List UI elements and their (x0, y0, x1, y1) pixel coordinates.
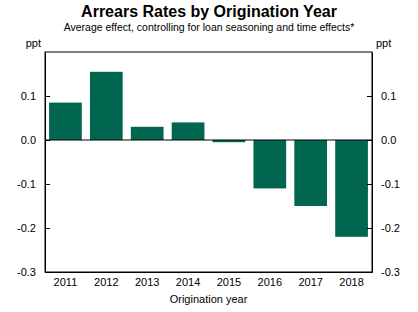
tick-mark (367, 184, 372, 185)
zero-line (45, 140, 372, 141)
tick-label: 2011 (54, 276, 78, 288)
tick: 2011 (54, 272, 78, 288)
tick: 2018 (339, 272, 363, 288)
tick: 2017 (298, 272, 322, 288)
tick-mark (45, 228, 50, 229)
tick-mark (367, 96, 372, 97)
x-label: Origination year (170, 293, 248, 305)
bars (49, 72, 368, 237)
frame (45, 52, 372, 272)
tick: 2015 (217, 272, 241, 288)
tick-label: -0.1 (17, 178, 36, 190)
tick-label: -0.3 (17, 266, 36, 278)
tick-label: -0.1 (381, 178, 400, 190)
tick-mark (367, 140, 372, 141)
y2-label: ppt (376, 37, 391, 49)
plot: 0.1 0.0 -0.1 -0.2 -0.3 0.1 0.0 -0.1 -0.2 -0.3 2011… (17, 52, 400, 288)
bar (90, 72, 123, 140)
subtitle: Average effect, controlling for loan sea… (64, 21, 355, 33)
axis-line (45, 53, 46, 273)
tick: 0.1 (367, 90, 396, 102)
bar (335, 140, 368, 237)
y-label: ppt (26, 37, 41, 49)
tick-label: 2013 (135, 276, 159, 288)
bar (49, 103, 82, 140)
tick: 2014 (176, 272, 200, 288)
tick-label: 0.1 (381, 90, 396, 102)
tick-label: 2015 (217, 276, 241, 288)
tick-label: -0.3 (381, 266, 400, 278)
bar (294, 140, 327, 206)
tick: -0.1 (367, 178, 400, 190)
tick-label: 2018 (339, 276, 363, 288)
tick: -0.2 (17, 222, 50, 234)
tick-label: 2012 (94, 276, 118, 288)
chart: Arrears Rates by Origination YearAverage… (0, 0, 418, 312)
title: Arrears Rates by Origination Year (81, 3, 337, 20)
y-axis: 0.1 0.0 -0.1 -0.2 -0.3 (17, 53, 50, 279)
tick-mark (45, 184, 50, 185)
tick-mark (45, 96, 50, 97)
tick-mark (367, 228, 372, 229)
bar (253, 140, 286, 188)
tick-mark (45, 140, 50, 141)
tick: 0.0 (21, 134, 50, 146)
tick: 2016 (258, 272, 282, 288)
x-axis: 2011 2012 2013 2014 2015 2016 2017 2018 (46, 272, 373, 288)
tick: 0.1 (21, 90, 50, 102)
bar (131, 127, 164, 140)
tick-label: 2014 (176, 276, 200, 288)
tick: 2013 (135, 272, 159, 288)
tick: 2012 (94, 272, 118, 288)
tick: -0.1 (17, 178, 50, 190)
tick-label: 0.0 (21, 134, 36, 146)
tick-label: 2017 (298, 276, 322, 288)
tick: 0.0 (367, 134, 396, 146)
tick-label: 0.1 (21, 90, 36, 102)
axis-line (372, 53, 373, 273)
tick: -0.2 (367, 222, 400, 234)
tick: -0.3 (17, 266, 50, 278)
tick-label: 0.0 (381, 134, 396, 146)
y2-axis: 0.1 0.0 -0.1 -0.2 -0.3 (367, 53, 400, 279)
tick-label: 2016 (258, 276, 282, 288)
tick-label: -0.2 (381, 222, 400, 234)
bar (172, 122, 205, 140)
axis-line (46, 272, 373, 273)
tick-label: -0.2 (17, 222, 36, 234)
